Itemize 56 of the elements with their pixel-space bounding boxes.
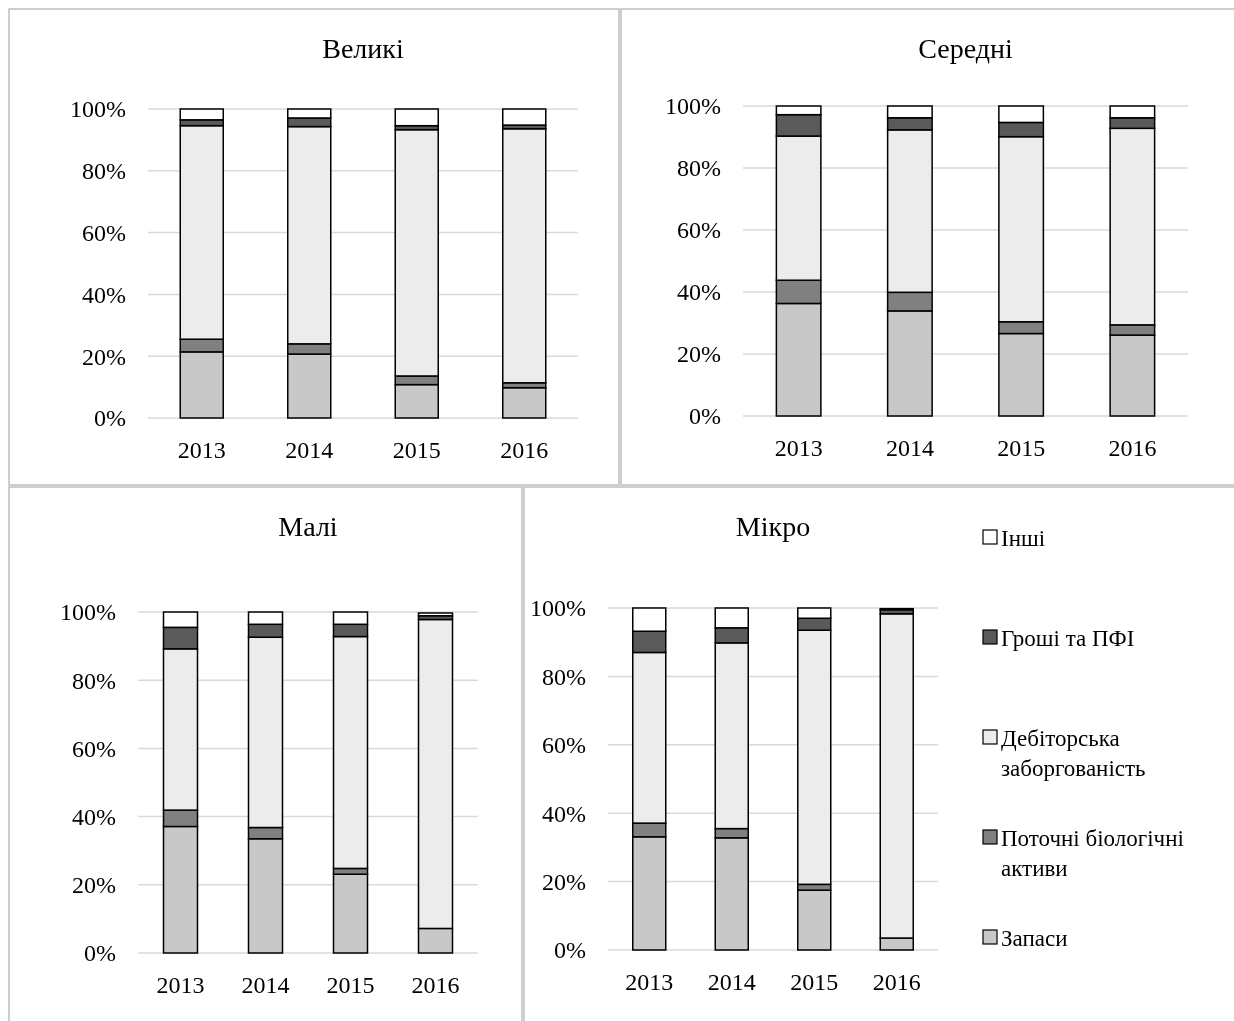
- x-tick-label: 2014: [885, 435, 934, 461]
- y-tick-label: 20%: [82, 343, 126, 370]
- chart-title: Малі: [278, 511, 338, 542]
- bar: [417, 612, 454, 617]
- legend-label: Дебіторська заборгованість: [1001, 726, 1146, 781]
- x-tick-label: 2016: [872, 969, 921, 995]
- y-tick-label: 60%: [677, 217, 721, 244]
- y-tick-label: 60%: [82, 220, 126, 246]
- x-tick-label: 2015: [997, 435, 1046, 461]
- y-tick-label: 100%: [530, 595, 586, 622]
- y-tick-label: 80%: [677, 155, 721, 182]
- bar: [394, 108, 439, 127]
- x-tick-label: 2014: [241, 972, 290, 998]
- y-tick-label: 0%: [84, 940, 116, 967]
- y-tick-label: 100%: [665, 93, 721, 120]
- chart-title: Великі: [322, 33, 404, 64]
- y-tick-label: 60%: [72, 735, 116, 762]
- y-tick-label: 60%: [542, 732, 586, 759]
- x-tick-label: 2016: [1108, 435, 1157, 461]
- y-tick-label: 20%: [72, 872, 116, 899]
- y-tick-label: 20%: [677, 341, 721, 368]
- bar: [797, 889, 832, 951]
- legend-label: Гроші та ПФІ: [1001, 626, 1135, 652]
- chart-title: Мікро: [735, 511, 811, 542]
- legend-label: Запаси: [1001, 926, 1068, 952]
- y-tick-label: 0%: [94, 405, 126, 432]
- x-tick-label: 2015: [326, 972, 375, 998]
- chart-title: Середні: [918, 33, 1013, 64]
- x-tick-label: 2015: [790, 969, 839, 995]
- y-tick-label: 0%: [554, 937, 586, 964]
- x-tick-label: 2013: [156, 972, 205, 998]
- y-tick-label: 40%: [677, 279, 721, 306]
- y-tick-label: 40%: [82, 281, 126, 308]
- bar: [332, 873, 369, 954]
- y-tick-label: 100%: [60, 599, 116, 626]
- x-tick-label: 2014: [285, 437, 334, 463]
- bar: [502, 108, 547, 126]
- bar: [502, 128, 547, 384]
- legend-label: Інші: [1001, 526, 1046, 552]
- y-tick-label: 0%: [689, 403, 721, 430]
- y-tick-label: 100%: [70, 96, 126, 123]
- x-tick-label: 2013: [774, 435, 823, 461]
- y-tick-label: 20%: [542, 869, 586, 895]
- y-tick-label: 80%: [542, 663, 586, 690]
- bar: [502, 386, 547, 419]
- x-tick-label: 2016: [500, 437, 549, 463]
- y-tick-label: 40%: [542, 800, 586, 827]
- x-tick-label: 2013: [625, 969, 674, 995]
- x-tick-label: 2013: [177, 437, 226, 463]
- y-tick-label: 40%: [72, 804, 116, 830]
- legend-label: Поточні біологічні активи: [1001, 826, 1184, 881]
- y-tick-label: 80%: [72, 667, 116, 694]
- x-tick-label: 2014: [707, 969, 756, 995]
- x-tick-label: 2015: [392, 437, 441, 463]
- y-tick-label: 80%: [82, 158, 126, 185]
- x-tick-label: 2016: [411, 972, 460, 998]
